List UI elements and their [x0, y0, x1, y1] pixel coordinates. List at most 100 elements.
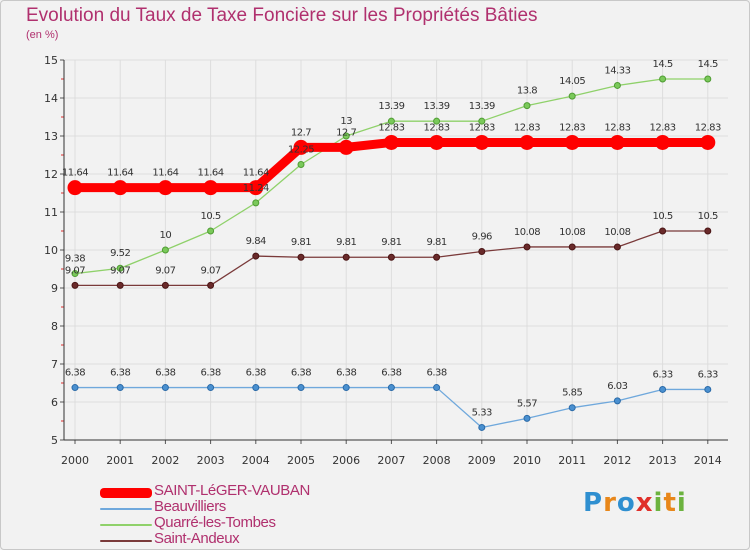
data-point — [609, 134, 625, 150]
data-label: 6.38 — [426, 368, 446, 379]
series-1 — [71, 384, 712, 431]
data-point — [112, 180, 128, 196]
data-point — [700, 134, 716, 150]
legend-swatch — [100, 524, 152, 526]
data-labels: 11.64 11.64 11.64 11.64 11.64 12.7 12.7 12.83 12… — [62, 59, 722, 418]
data-point — [523, 414, 531, 422]
data-point — [71, 384, 79, 392]
legend-label: Saint-Andeux — [154, 530, 240, 547]
data-point — [519, 134, 535, 150]
data-point — [568, 404, 576, 412]
data-label: 13.39 — [378, 101, 404, 112]
x-tick-label: 2003 — [197, 454, 225, 467]
data-point — [342, 384, 350, 392]
data-point — [704, 385, 712, 393]
data-label: 6.38 — [65, 368, 85, 379]
legend-swatch — [100, 508, 152, 510]
x-tick-label: 2002 — [151, 454, 179, 467]
data-point — [252, 384, 260, 392]
x-tick-label: 2008 — [423, 454, 451, 467]
data-point — [116, 281, 124, 289]
y-tick-label: 15 — [44, 54, 58, 67]
data-point — [116, 384, 124, 392]
data-point — [478, 248, 486, 256]
data-label: 5.57 — [517, 398, 537, 409]
data-label: 9.07 — [65, 265, 85, 276]
data-label: 9.96 — [472, 232, 492, 243]
data-label: 5.85 — [562, 388, 582, 399]
data-point — [659, 227, 667, 235]
data-point — [568, 243, 576, 251]
data-label: 6.38 — [110, 368, 130, 379]
data-point — [387, 117, 395, 125]
x-tick-label: 2006 — [332, 454, 360, 467]
data-point — [297, 161, 305, 168]
data-label: 10.5 — [200, 211, 220, 222]
data-point — [387, 384, 395, 392]
data-label: 12.25 — [288, 145, 314, 156]
data-label: 10.08 — [559, 227, 585, 238]
data-label: 10 — [160, 230, 172, 241]
data-point — [338, 139, 354, 155]
y-tick-label: 11 — [44, 206, 58, 219]
data-label: 10.08 — [514, 227, 540, 238]
data-label: 12.83 — [604, 122, 630, 133]
data-label: 13 — [340, 116, 352, 127]
legend-label: Quarré-les-Tombes — [154, 514, 276, 531]
x-tick-label: 2000 — [61, 454, 89, 467]
data-point — [523, 102, 531, 110]
data-label: 9.07 — [155, 265, 175, 276]
y-tick-label: 14 — [44, 92, 58, 105]
series-3 — [71, 227, 712, 289]
data-label: 11.64 — [243, 168, 269, 179]
y-tick-label: 12 — [44, 168, 58, 181]
data-label: 6.33 — [652, 369, 672, 380]
data-label: 9.38 — [65, 254, 85, 265]
data-point — [478, 423, 486, 431]
data-label: 11.24 — [243, 183, 269, 194]
data-point — [429, 134, 445, 150]
data-point — [116, 264, 124, 272]
x-tick-label: 2004 — [242, 454, 270, 467]
x-tick-label: 2013 — [649, 454, 677, 467]
data-label: 6.38 — [155, 368, 175, 379]
x-tick-label: 2007 — [377, 454, 405, 467]
data-label: 9.07 — [110, 265, 130, 276]
data-point — [564, 134, 580, 150]
data-label: 12.7 — [291, 127, 311, 138]
data-label: 6.38 — [200, 368, 220, 379]
data-label: 6.38 — [291, 368, 311, 379]
x-tick-label: 2012 — [603, 454, 631, 467]
data-label: 11.64 — [107, 168, 133, 179]
data-point — [659, 75, 667, 83]
data-label: 9.52 — [110, 248, 130, 259]
data-point — [248, 180, 264, 196]
data-label: 12.83 — [559, 122, 585, 133]
legend-swatch — [100, 488, 152, 498]
data-point — [433, 253, 441, 261]
chart-title: Evolution du Taux de Taxe Foncière sur l… — [26, 5, 538, 26]
legend-swatch — [100, 540, 152, 542]
data-label: 9.07 — [200, 265, 220, 276]
x-tick-label: 2011 — [558, 454, 586, 467]
data-point — [71, 270, 79, 278]
data-label: 9.81 — [381, 237, 401, 248]
data-point — [704, 227, 712, 235]
data-label: 10.5 — [652, 211, 672, 222]
y-tick-label: 9 — [51, 282, 58, 295]
proxiti-logo: Proxiti — [583, 488, 687, 518]
data-point — [161, 384, 169, 392]
data-point — [433, 117, 441, 125]
series-layer — [67, 75, 716, 431]
data-label: 14.5 — [652, 59, 672, 70]
legend-label: SAINT-LéGER-VAUBAN — [154, 482, 310, 499]
data-label: 9.81 — [426, 237, 446, 248]
data-label: 14.5 — [698, 59, 718, 70]
data-point — [474, 134, 490, 150]
data-label: 11.64 — [198, 168, 224, 179]
data-label: 10.5 — [698, 211, 718, 222]
data-label: 9.81 — [336, 237, 356, 248]
data-point — [293, 139, 309, 155]
x-tick-label: 2014 — [694, 454, 722, 467]
